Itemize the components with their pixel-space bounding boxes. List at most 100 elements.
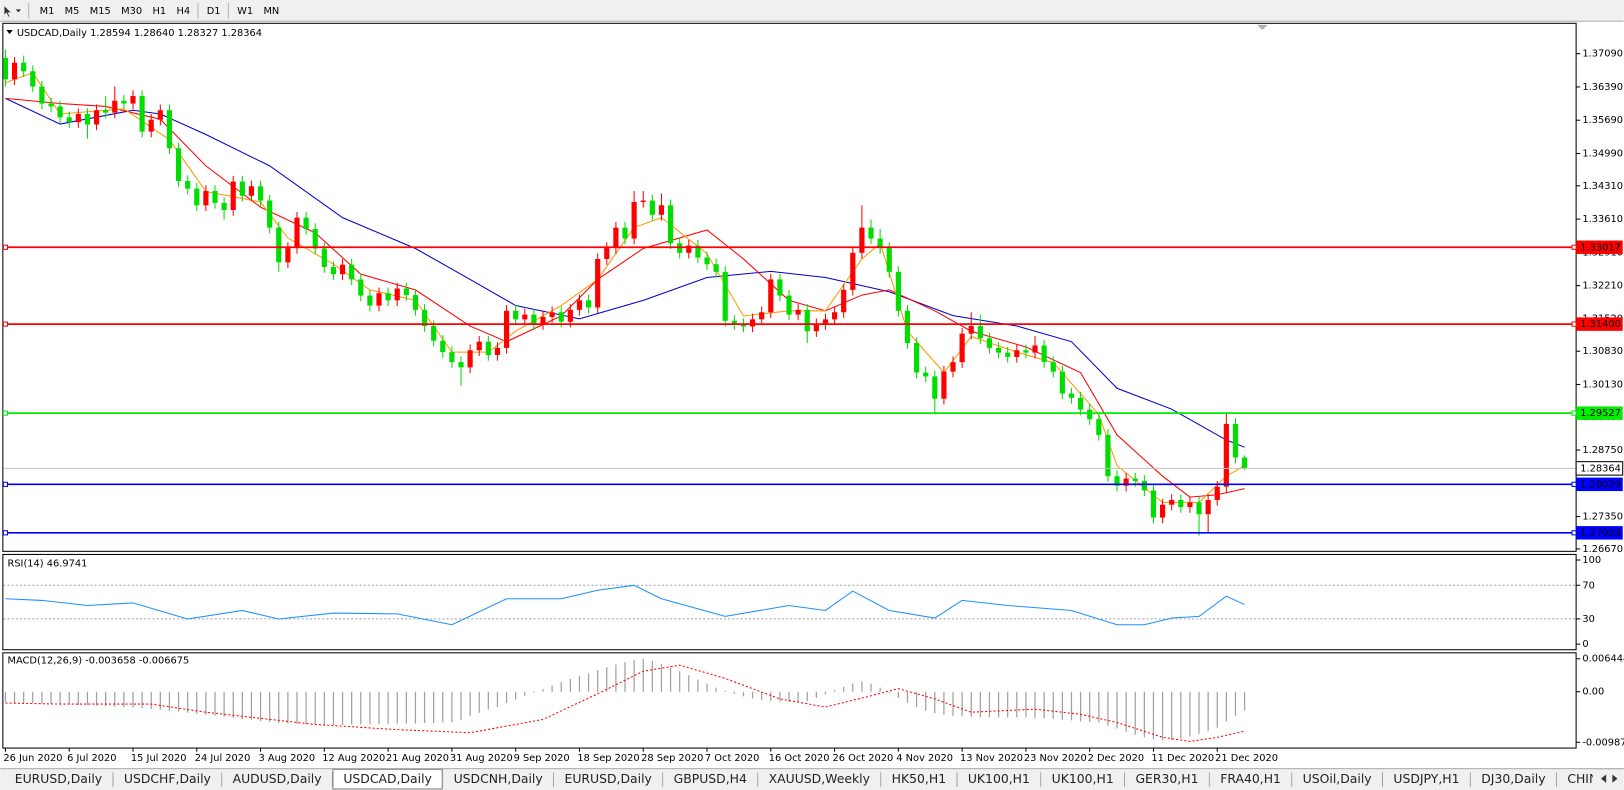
candle-body	[667, 205, 674, 244]
tab-label: EURUSD,Daily	[15, 771, 102, 786]
candle-body	[230, 181, 236, 211]
macd-bar	[1134, 691, 1136, 735]
candle-body	[932, 376, 938, 399]
tab-label: GBPUSD,H4	[674, 771, 747, 786]
tab[interactable]: EURUSD,Daily	[554, 769, 664, 789]
candle-body	[239, 181, 245, 196]
candle-body	[130, 95, 136, 104]
macd-bar	[442, 691, 444, 723]
macd-bar	[934, 691, 936, 714]
x-tick-label: 21 Dec 2020	[1215, 753, 1278, 764]
timeframe-button[interactable]: M30	[121, 6, 142, 17]
macd-bar	[241, 691, 243, 719]
tab[interactable]: USDCAD,Daily	[332, 768, 444, 790]
candle-body	[358, 279, 364, 296]
candle-body	[804, 309, 810, 332]
macd-bar	[114, 691, 116, 707]
macd-bar	[524, 691, 526, 696]
tab[interactable]: FRA40,H1	[1209, 769, 1293, 789]
x-tick-label: 6 Jul 2020	[67, 753, 116, 764]
macd-bar	[1180, 691, 1182, 739]
candle-body	[166, 110, 173, 149]
candle-body	[813, 324, 819, 332]
tab[interactable]: CHINA300,H1	[1556, 769, 1624, 789]
candle-body	[330, 267, 337, 275]
macd-bar	[360, 691, 362, 725]
candle-body	[549, 312, 555, 317]
tab[interactable]: GBPUSD,H4	[663, 769, 759, 789]
timeframe-button[interactable]: M15	[90, 6, 111, 17]
candle-body	[1068, 393, 1075, 398]
level-label: 1.31400	[1580, 319, 1621, 330]
tab[interactable]: UK100,H1	[957, 769, 1042, 789]
macd-bar	[560, 682, 562, 692]
macd-bar	[41, 691, 43, 704]
macd-bar	[1225, 691, 1227, 722]
chart-menu-arrow[interactable]	[6, 30, 13, 35]
candle-body	[722, 271, 728, 321]
timeframe-button[interactable]: MN	[263, 6, 279, 17]
y-tick-label: 1.27350	[1582, 512, 1623, 523]
candle-body	[175, 148, 182, 182]
candle-body	[458, 362, 464, 368]
macd-bar	[1098, 691, 1100, 723]
tab-scroll-right[interactable]	[1612, 774, 1618, 783]
candle-body	[604, 248, 610, 259]
tab-background	[663, 769, 758, 789]
tab[interactable]: USDJPY,H1	[1383, 769, 1471, 789]
timeframe-button[interactable]: D1	[207, 6, 221, 17]
tab[interactable]: USDCHF,Daily	[113, 769, 223, 789]
tab-label: XAUUSD,Weekly	[769, 771, 870, 786]
tab[interactable]: DJ30,Daily	[1470, 769, 1557, 789]
timeframe-button[interactable]: H4	[176, 6, 190, 17]
macd-bar	[688, 675, 690, 692]
macd-bar	[824, 691, 827, 695]
macd-bar	[259, 691, 262, 721]
tab-scroll-left[interactable]	[1600, 774, 1607, 783]
macd-bar	[1152, 691, 1155, 740]
tab[interactable]: HK50,H1	[881, 769, 958, 789]
candle-body	[21, 62, 27, 72]
timeframe-bar: M1 M5 M15 M30 H1 H4 D1 W1 MN	[40, 3, 279, 19]
tab[interactable]: UK100,H1	[1041, 769, 1126, 789]
macd-bar	[433, 691, 435, 723]
timeframe-button[interactable]: W1	[237, 6, 253, 17]
candle-body	[3, 57, 9, 80]
tab[interactable]: USOil,Daily	[1292, 769, 1384, 789]
cursor-icon[interactable]	[4, 6, 11, 17]
candle-layer	[3, 49, 1248, 536]
macd-bar	[715, 687, 717, 692]
timeframe-button[interactable]: M5	[65, 6, 80, 17]
level-handle	[2, 321, 9, 327]
tab[interactable]: AUDUSD,Daily	[222, 769, 333, 789]
x-tick-label: 7 Oct 2020	[705, 753, 760, 764]
macd-bar	[569, 678, 571, 692]
timeframe-button[interactable]: M1	[40, 6, 55, 17]
macd-bar	[396, 691, 398, 724]
candle-body	[968, 326, 974, 334]
y-tick-label: 1.37090	[1582, 49, 1623, 60]
tab-background	[1209, 769, 1292, 789]
tab[interactable]: GER30,H1	[1125, 769, 1210, 789]
overlay-layer: 1.37090 1.36390 1.35690 1.34990 1.34310 1.336…	[2, 28, 1624, 764]
candle-body	[841, 289, 847, 313]
macd-bar	[296, 691, 298, 724]
macd-bar	[1116, 691, 1118, 729]
candle-body	[768, 279, 774, 313]
candle-body	[1023, 350, 1029, 353]
dropdown-arrow[interactable]	[15, 9, 21, 13]
macd-bar	[351, 691, 353, 725]
candle-body	[595, 258, 601, 308]
macd-bar	[970, 691, 972, 717]
tab[interactable]: XAUUSD,Weekly	[758, 769, 882, 789]
tab-background	[881, 769, 957, 789]
candle-body	[467, 350, 473, 368]
timeframe-button[interactable]: H1	[152, 6, 166, 17]
x-tick-label: 15 Jul 2020	[131, 753, 187, 764]
level-handle	[1571, 321, 1577, 327]
tab[interactable]: EURUSD,Daily	[4, 769, 114, 789]
macd-bar	[979, 691, 981, 718]
candle-body	[66, 117, 72, 123]
chart-shift-marker[interactable]	[1257, 24, 1268, 31]
tab[interactable]: USDCNH,Daily	[443, 769, 555, 789]
